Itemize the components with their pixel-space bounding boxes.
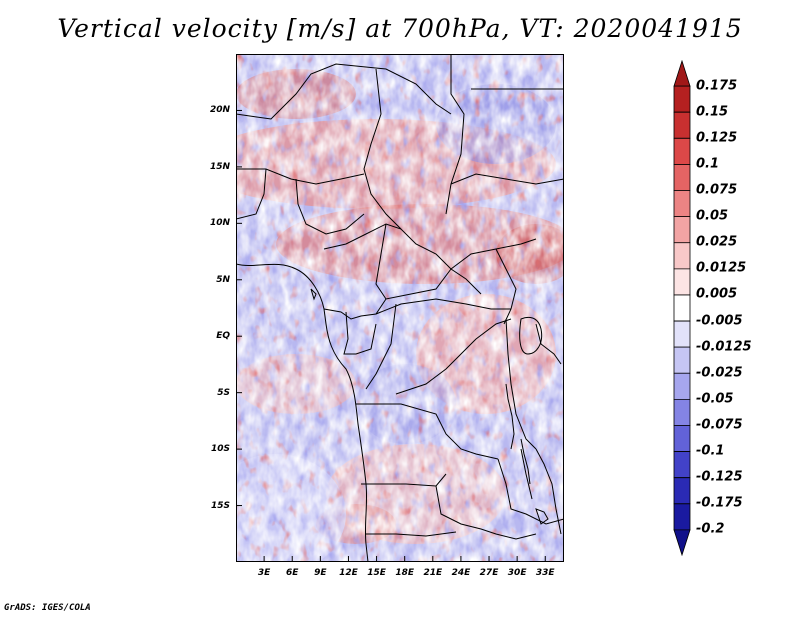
colorbar-segment (673, 164, 691, 191)
grads-credit: GrADS: IGES/COLA (4, 603, 91, 613)
colorbar (673, 60, 691, 556)
colorbar-label: 0.15 (696, 104, 729, 120)
lat-label: 15S (210, 500, 230, 511)
colorbar-label: -0.125 (696, 469, 743, 485)
colorbar-segment (673, 268, 691, 296)
map-panel (236, 54, 564, 562)
lakes (310, 288, 549, 525)
colorbar-segment (673, 85, 691, 113)
colorbar-segment (673, 425, 691, 452)
colorbar-label: 0.125 (696, 130, 738, 146)
colorbar-segment (673, 60, 691, 87)
lon-label: 9E (314, 568, 327, 578)
lon-label: 21E (423, 568, 443, 578)
colorbar-segment (673, 294, 691, 322)
colorbar-segment (673, 477, 691, 505)
colorbar-segment (673, 372, 691, 400)
colorbar-label: -0.2 (696, 521, 725, 537)
colorbar-segment (673, 529, 691, 556)
colorbar-label: -0.005 (696, 313, 743, 329)
map-canvas (236, 54, 564, 562)
lon-label: 6E (286, 568, 299, 578)
colorbar-segment (673, 216, 691, 244)
lat-label: 10N (209, 218, 230, 229)
lat-label: 15N (209, 161, 230, 172)
lat-label: 20N (209, 105, 230, 116)
colorbar-label: 0.175 (696, 78, 738, 94)
lon-label: 30E (507, 568, 527, 578)
colorbar-label: -0.1 (696, 443, 725, 459)
colorbar-label: -0.075 (696, 417, 743, 433)
map-frame (236, 54, 564, 562)
colorbar-segments (673, 60, 691, 556)
lon-label: 3E (257, 568, 271, 578)
colorbar-label: 0.025 (696, 234, 738, 250)
lon-label: 24E (451, 568, 471, 578)
colorbar-segment (673, 398, 691, 426)
colorbar-label: -0.0125 (696, 339, 752, 355)
lat-label: 5N (216, 274, 230, 285)
colorbar-segment (673, 451, 691, 479)
colorbar-segment (673, 111, 691, 139)
colorbar-label: -0.05 (696, 391, 734, 407)
lat-label: 5S (217, 387, 230, 398)
lon-label: 33E (535, 568, 555, 578)
lon-label: 27E (479, 568, 499, 578)
country-borders (236, 54, 564, 562)
lon-label: 12E (339, 568, 358, 578)
colorbar-label: -0.175 (696, 495, 743, 511)
colorbar-label: 0.0125 (696, 260, 747, 276)
colorbar-label: 0.1 (696, 156, 720, 172)
lat-label: EQ (216, 331, 230, 342)
lon-label: 15E (367, 568, 386, 578)
colorbar-segment (673, 137, 691, 165)
lat-ticks (236, 109, 242, 507)
colorbar-label: 0.075 (696, 182, 738, 198)
colorbar-segment (673, 242, 691, 270)
colorbar-label: 0.005 (696, 286, 738, 302)
lat-label: 10S (210, 444, 230, 455)
map-title: Vertical velocity [m/s] at 700hPa, VT: 2… (57, 14, 743, 43)
lon-label: 18E (395, 568, 415, 578)
colorbar-segment (673, 190, 691, 218)
colorbar-segment (673, 320, 691, 348)
colorbar-label: 0.05 (696, 208, 729, 224)
field-noise-white (236, 54, 564, 562)
colorbar-segment (673, 503, 691, 531)
lon-ticks (263, 556, 546, 562)
colorbar-label: -0.025 (696, 365, 743, 381)
colorbar-segment (673, 346, 691, 374)
